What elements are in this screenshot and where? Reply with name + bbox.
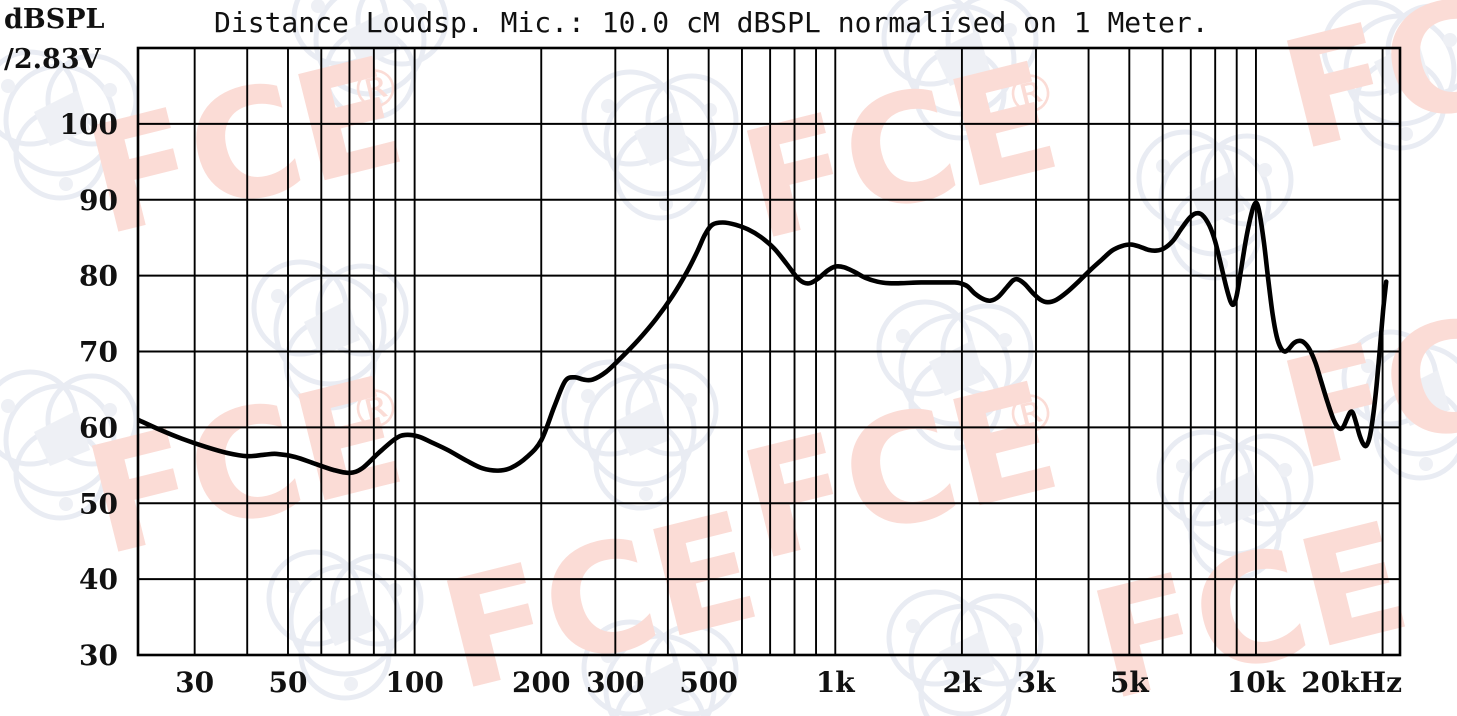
y-tick-label: 100 <box>60 108 118 141</box>
y-tick-label: 60 <box>79 411 118 444</box>
y-tick-label: 40 <box>79 563 118 596</box>
y-tick-label: 50 <box>79 487 118 520</box>
y-gridlines <box>138 122 1400 581</box>
series-layer <box>138 200 1389 476</box>
watermark-brand-text: FCE ® FCE ® FCE FCE ® FCE ® FCE <box>72 0 1457 716</box>
y-tick-labels: 100 90 80 70 60 50 40 30 <box>60 108 118 672</box>
y-tick-label: 70 <box>79 336 118 369</box>
y-tick-label: 30 <box>79 639 118 672</box>
chart-title: Distance Loudsp. Mic.: 10.0 cM dBSPL nor… <box>214 6 1209 39</box>
plot-frame <box>136 46 1402 657</box>
y-axis-unit-line2: /2.83V <box>4 44 102 75</box>
x-tick-label: 500 <box>679 666 737 699</box>
x-tick-label: 50 <box>269 666 308 699</box>
x-tick-label: 10k <box>1227 666 1286 699</box>
x-tick-label: 30 <box>175 666 214 699</box>
x-tick-label: 5k <box>1110 666 1149 699</box>
x-tick-label: 300 <box>586 666 644 699</box>
y-tick-label: 90 <box>79 184 118 217</box>
x-tick-labels: 30 50 100 200 300 500 1k 2k 3k 5k 10k 20kHz <box>175 666 1402 699</box>
x-tick-label: 3k <box>1017 666 1056 699</box>
x-tick-label: 2k <box>942 666 981 699</box>
x-tick-label: 200 <box>512 666 570 699</box>
x-tick-label: 1k <box>816 666 855 699</box>
watermark-brand-label: FCE <box>1267 0 1457 185</box>
y-tick-label: 80 <box>79 260 118 293</box>
response-curve <box>138 200 1389 476</box>
watermark-brand-label: FCE <box>1267 260 1457 505</box>
y-axis-unit-line1: dBSPL <box>4 4 105 35</box>
x-tick-label: 20kHz <box>1301 666 1402 699</box>
x-tick-label: 100 <box>385 666 443 699</box>
